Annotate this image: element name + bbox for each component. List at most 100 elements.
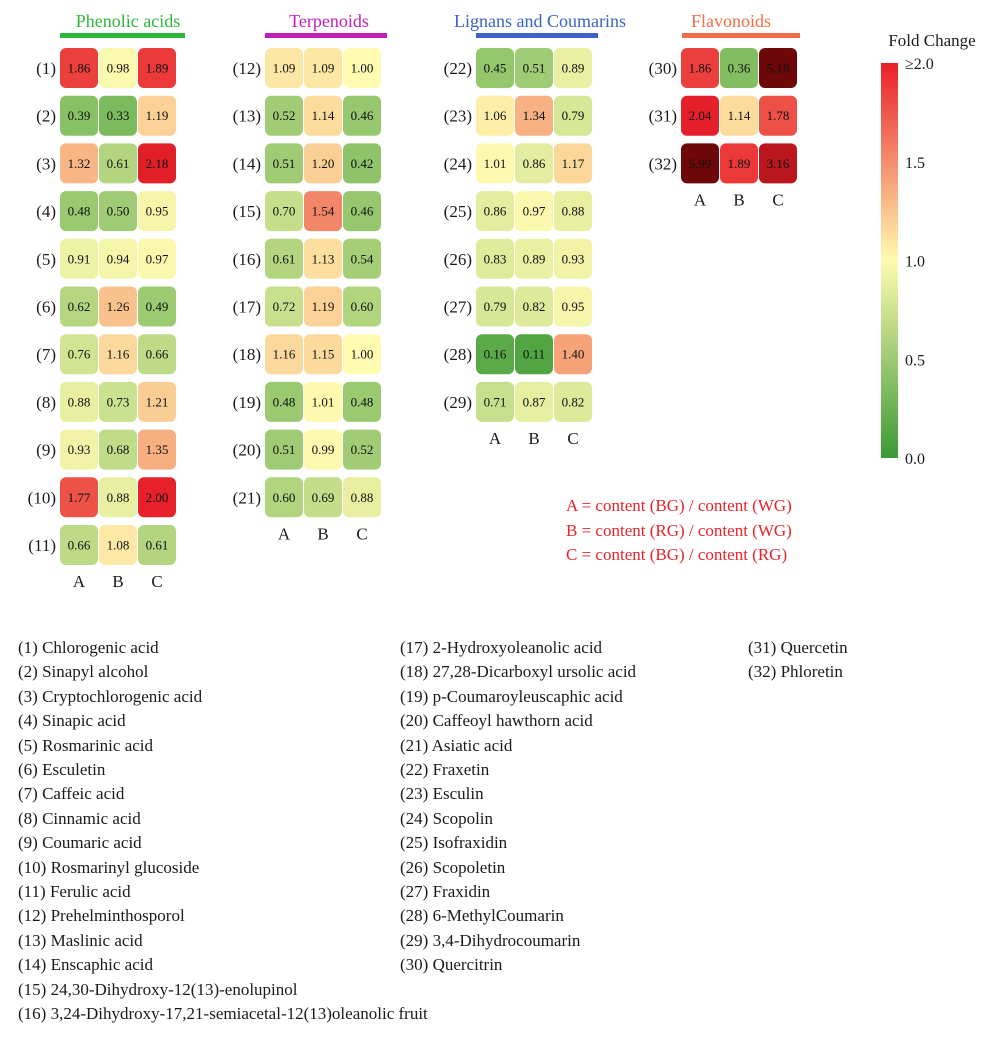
compound-legend-item: (16) 3,24-Dihydroxy-17,21-semiacetal-12(… [18, 1004, 428, 1024]
group-title-underline [682, 33, 800, 38]
heatmap-cell [265, 334, 303, 375]
heatmap-cell [476, 48, 514, 88]
heatmap-cell [343, 95, 381, 136]
row-label: (24) [444, 154, 472, 173]
row-label: (32) [649, 154, 677, 173]
row-label: (28) [444, 345, 472, 364]
cell-value-label: 0.70 [273, 204, 296, 219]
cell-value-label: 0.54 [351, 251, 374, 266]
cell-value-label: 0.93 [562, 251, 585, 266]
cell-value-label: 0.97 [146, 251, 169, 266]
cell-value-label: 1.16 [273, 347, 296, 362]
row-label: (13) [233, 107, 261, 126]
heatmap-cell [759, 48, 797, 88]
row-label: (16) [233, 250, 261, 269]
cell-value-label: 0.61 [146, 538, 169, 553]
group-title: Terpenoids [289, 11, 369, 31]
compound-legend-item: (32) Phloretin [748, 662, 843, 682]
heatmap-cell [304, 477, 342, 518]
heatmap-cell [138, 381, 176, 422]
cell-value-label: 0.46 [351, 204, 374, 219]
row-label: (20) [233, 441, 261, 460]
heatmap-cell [515, 48, 553, 88]
compound-legend-item: (29) 3,4-Dihydrocoumarin [400, 930, 581, 950]
colorbar-title: Fold Change [888, 31, 975, 50]
colorbar-tick-label: ≥2.0 [905, 56, 934, 73]
heatmap-cell [681, 95, 719, 136]
cell-value-label: 0.48 [351, 394, 374, 409]
cell-value-label: 1.13 [312, 251, 335, 266]
cell-value-label: 0.51 [273, 442, 296, 457]
cell-value-label: 0.69 [312, 490, 335, 505]
cell-value-label: 0.51 [523, 61, 546, 76]
cell-value-label: 0.83 [484, 251, 507, 266]
heatmap-cell [515, 95, 553, 136]
cell-value-label: 0.50 [107, 204, 130, 219]
group-title-underline [476, 33, 598, 38]
cell-value-label: 0.98 [107, 61, 130, 76]
cell-value-label: 1.34 [523, 108, 546, 123]
heatmap-cell [759, 143, 797, 184]
cell-value-label: 1.15 [312, 347, 335, 362]
heatmap-cell [720, 95, 758, 136]
row-label: (22) [444, 59, 472, 78]
compound-legend-column-2: (17) 2-Hydroxyoleanolic acid (18) 27,28-D… [400, 636, 636, 978]
cell-value-label: 0.97 [523, 204, 546, 219]
heatmap-cell [304, 238, 342, 279]
heatmap-cell [304, 286, 342, 327]
heatmap-cell [99, 95, 137, 136]
compound-legend-item: (28) 6-MethylCoumarin [400, 906, 564, 926]
heatmap-group: Lignans and Coumarins (22) 0.45 0.51 0.89 (23… [444, 11, 626, 448]
cell-value-label: 0.73 [107, 394, 130, 409]
heatmap-cell [265, 429, 303, 470]
cell-value-label: 0.93 [68, 442, 91, 457]
row-label: (27) [444, 298, 472, 317]
heatmap-cell [343, 143, 381, 184]
heatmap-cell [343, 334, 381, 375]
compound-legend-item: (23) Esculin [400, 784, 484, 804]
heatmap-cell [515, 143, 553, 184]
heatmap-cell [99, 143, 137, 184]
heatmap-cell [138, 238, 176, 279]
row-label: (17) [233, 298, 261, 317]
row-label: (6) [36, 298, 56, 317]
heatmap-cell [138, 48, 176, 88]
cell-value-label: 1.89 [728, 156, 751, 171]
colorbar-gradient [881, 63, 898, 458]
compound-legend-item: (1) Chlorogenic acid [18, 638, 159, 657]
column-label: B [733, 190, 744, 209]
compound-legend-item: (18) 27,28-Dicarboxyl ursolic acid [400, 662, 637, 682]
heatmap-cell [343, 191, 381, 232]
colorbar-tick-label: 1.0 [905, 254, 925, 271]
heatmap-cell [476, 95, 514, 136]
row-label: (10) [28, 488, 56, 507]
heatmap-cell [304, 381, 342, 422]
cell-value-label: 0.48 [68, 204, 91, 219]
heatmap-cell [554, 95, 592, 136]
heatmap-cell [99, 477, 137, 518]
heatmap-cell [99, 48, 137, 88]
cell-value-label: 1.06 [484, 108, 507, 123]
column-label: C [772, 190, 783, 209]
heatmap-cell [304, 95, 342, 136]
column-label: B [317, 524, 328, 543]
cell-value-label: 1.26 [107, 299, 130, 314]
heatmap-cell [759, 95, 797, 136]
heatmap-cell [265, 143, 303, 184]
heatmap-cell [138, 286, 176, 327]
cell-value-label: 0.95 [562, 299, 585, 314]
cell-value-label: 0.48 [273, 394, 296, 409]
heatmap-cell [554, 286, 592, 327]
compound-legend-column-3: (31) Quercetin (32) Phloretin [748, 636, 848, 685]
cell-value-label: 1.01 [484, 156, 507, 171]
ratio-definitions: A = content (BG) / content (WG) B = cont… [566, 494, 886, 568]
heatmap-cell [99, 525, 137, 565]
heatmap-cell [476, 238, 514, 279]
ratio-definition-b: B = content (RG) / content (WG) [566, 520, 792, 540]
heatmap-cell [304, 48, 342, 88]
compound-legend-item: (2) Sinapyl alcohol [18, 662, 149, 682]
heatmap-cell [515, 286, 553, 327]
compound-legend-item: (9) Coumaric acid [18, 833, 142, 853]
heatmap-cell [304, 334, 342, 375]
cell-value-label: 1.09 [273, 61, 296, 76]
